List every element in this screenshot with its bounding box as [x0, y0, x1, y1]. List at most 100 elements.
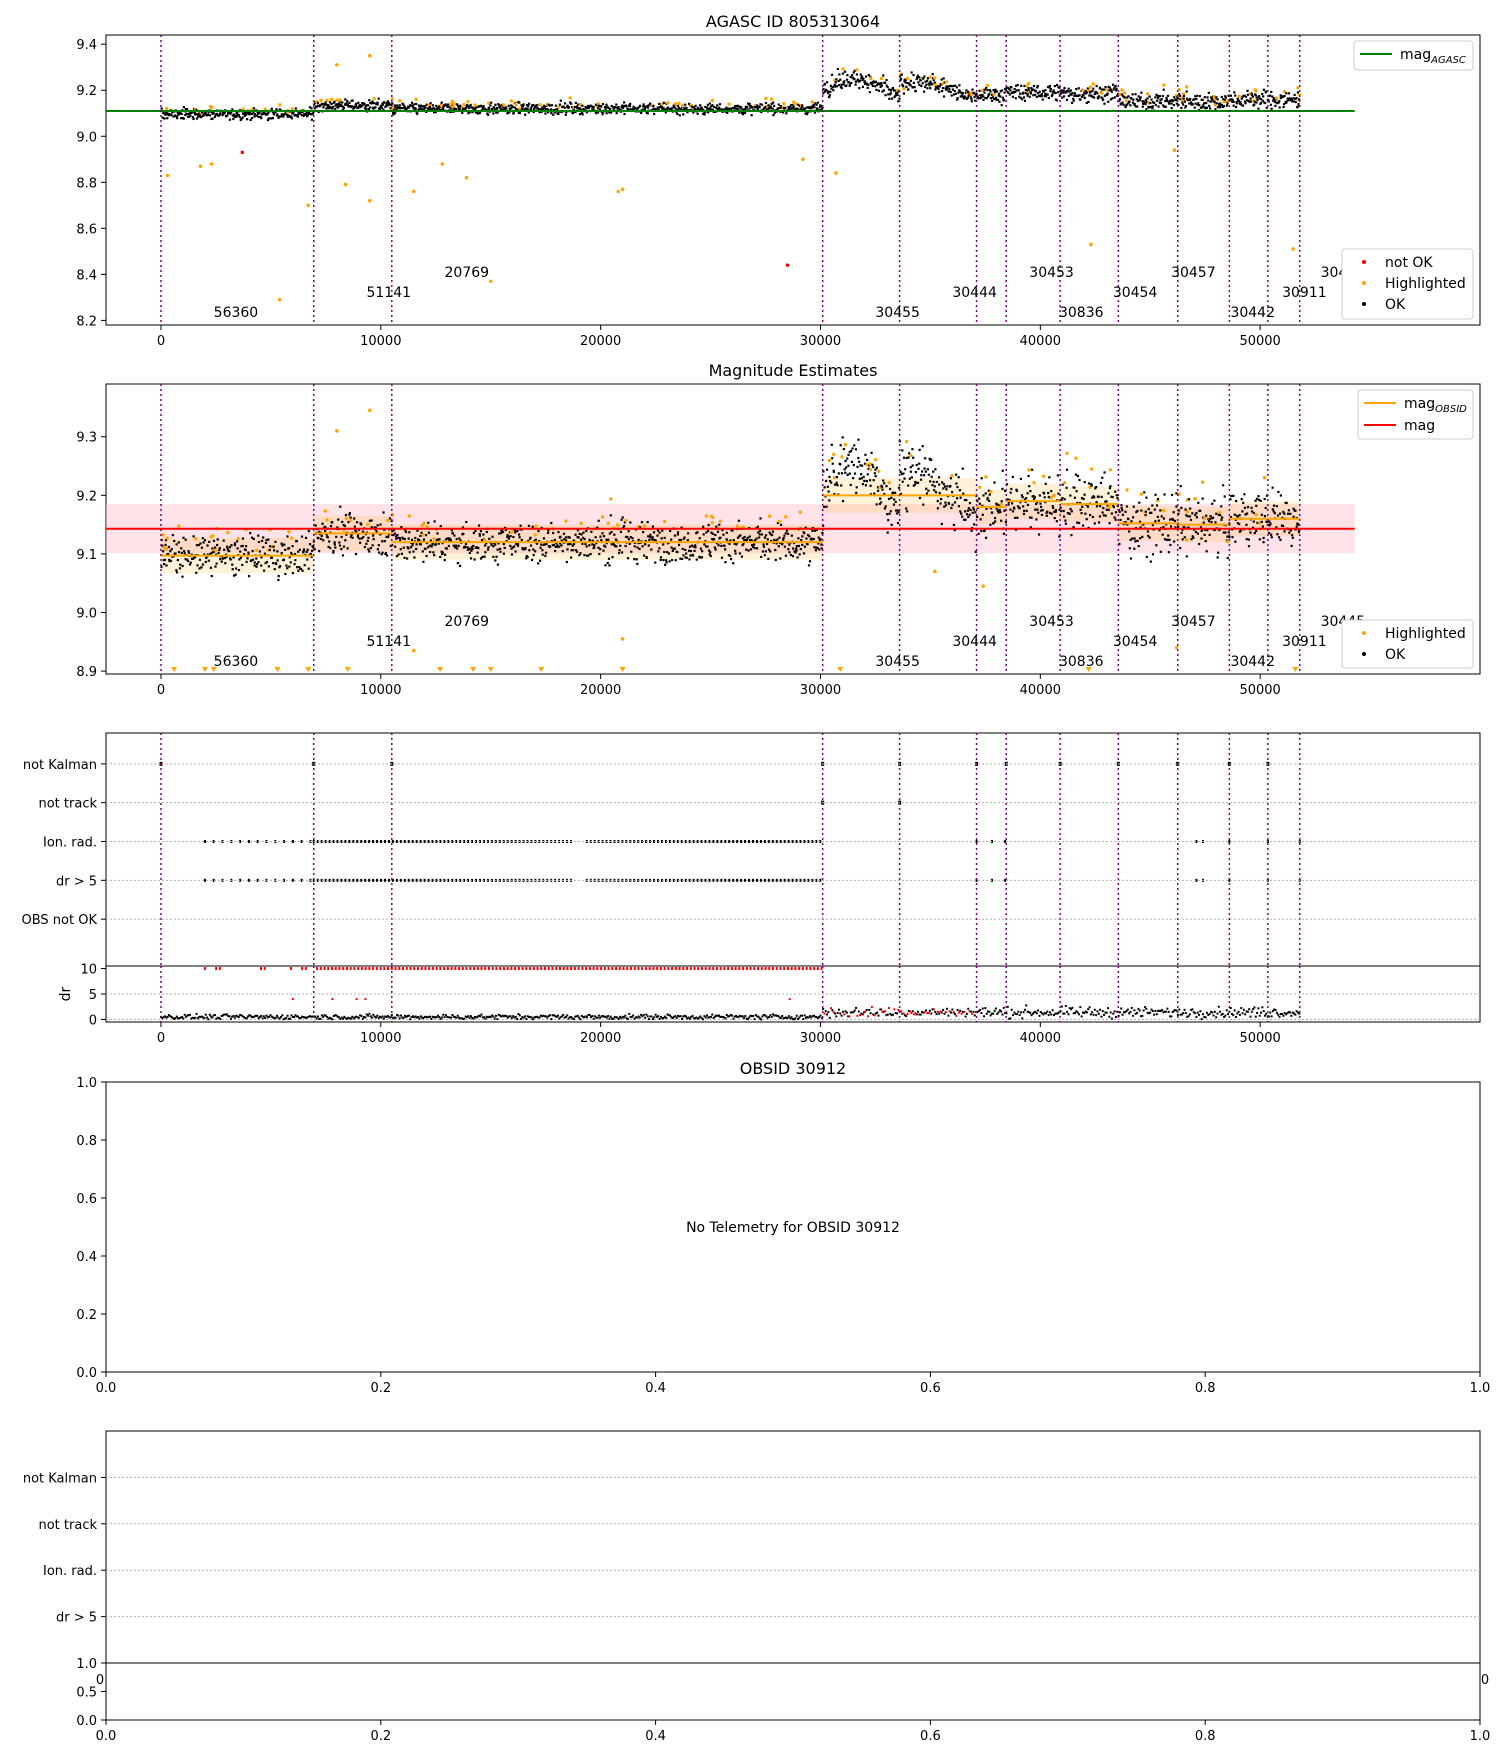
dr-point	[181, 1016, 184, 1019]
ok-point	[841, 436, 844, 439]
ok-point	[1210, 521, 1213, 524]
x-tick-label: 30000	[800, 683, 841, 698]
ok-point	[579, 108, 582, 111]
ok-point	[528, 549, 531, 552]
dr-point	[514, 1015, 517, 1018]
ok-point	[1104, 514, 1107, 517]
ok-point	[1079, 98, 1082, 101]
ok-point	[848, 83, 852, 87]
ok-point	[1097, 495, 1100, 498]
ok-point	[619, 530, 623, 533]
ok-point	[1112, 88, 1115, 91]
ok-point	[958, 489, 962, 492]
ok-point	[387, 102, 390, 105]
ok-point	[486, 548, 490, 551]
ok-point	[1234, 540, 1237, 543]
ok-point	[756, 108, 759, 111]
ok-point	[868, 479, 872, 482]
ok-point	[831, 462, 834, 465]
ok-point	[1258, 95, 1261, 98]
dr-point	[774, 1014, 777, 1017]
ok-point	[614, 538, 618, 541]
flag-point	[728, 878, 731, 882]
ok-point	[825, 89, 828, 92]
ok-point	[1155, 93, 1158, 96]
ok-point	[841, 72, 845, 75]
ok-point	[1234, 518, 1237, 521]
ok-point	[341, 101, 344, 104]
ok-point	[652, 538, 655, 541]
legend-label-not-ok: not OK	[1385, 255, 1433, 271]
ok-point	[358, 537, 361, 540]
ok-point	[729, 107, 733, 110]
ok-point	[416, 112, 419, 115]
ok-point	[605, 112, 608, 115]
ok-point	[1024, 92, 1027, 95]
dr-point	[310, 1015, 313, 1018]
ok-point	[206, 553, 209, 556]
ok-point	[596, 111, 599, 114]
ok-point	[1201, 497, 1204, 500]
ok-point	[1039, 505, 1043, 509]
ok-point	[816, 107, 819, 111]
ok-point	[1036, 84, 1039, 88]
ok-point	[830, 73, 834, 76]
ok-point	[194, 555, 197, 558]
ok-point	[1196, 532, 1200, 535]
ok-point	[1125, 505, 1129, 508]
ok-point	[219, 557, 222, 561]
legend-box	[1341, 248, 1474, 320]
ok-point	[970, 529, 973, 532]
ok-point	[745, 538, 749, 541]
ok-point	[357, 528, 361, 531]
flag-point	[471, 878, 474, 882]
ok-point	[326, 105, 329, 108]
ok-point	[653, 112, 656, 116]
highlighted-point	[421, 533, 425, 537]
ok-point	[585, 106, 588, 110]
ok-point	[835, 481, 838, 484]
dr-point	[692, 1017, 695, 1020]
ok-point	[338, 104, 341, 108]
ok-point	[381, 103, 384, 106]
ok-point	[418, 539, 421, 542]
ok-point	[886, 513, 889, 516]
ok-point	[711, 532, 714, 535]
ok-point	[518, 533, 521, 536]
ok-point	[1170, 106, 1173, 110]
ok-point	[915, 77, 918, 81]
ok-point	[595, 542, 598, 545]
ok-point	[1005, 483, 1009, 486]
ok-point	[696, 112, 699, 115]
dr-point	[768, 1016, 771, 1019]
dr-point	[421, 1016, 424, 1019]
ok-point	[570, 549, 573, 552]
ok-point	[1022, 505, 1025, 508]
ok-point	[165, 564, 168, 567]
ok-point	[1049, 89, 1052, 93]
ok-point	[964, 96, 967, 99]
ok-point	[490, 543, 493, 547]
dr-point	[549, 1014, 552, 1017]
ok-point	[1293, 93, 1296, 97]
ok-point	[260, 539, 264, 542]
ok-point	[392, 533, 395, 537]
dr-point	[469, 1015, 472, 1018]
ok-point	[644, 543, 647, 546]
ok-point	[1187, 526, 1190, 529]
ok-point	[974, 99, 977, 102]
ok-point	[910, 71, 913, 74]
ok-point	[317, 537, 320, 540]
dr-point	[278, 1017, 281, 1020]
ok-point	[1021, 91, 1025, 94]
ok-point	[977, 532, 980, 535]
ok-point	[229, 112, 232, 115]
ok-point	[1207, 99, 1210, 102]
ok-point	[833, 85, 837, 88]
ok-point	[231, 568, 234, 571]
ok-point	[1216, 106, 1220, 109]
ok-point	[313, 107, 316, 110]
ok-point	[944, 504, 947, 507]
dr-point	[716, 1014, 719, 1017]
dr-point	[520, 1017, 523, 1020]
